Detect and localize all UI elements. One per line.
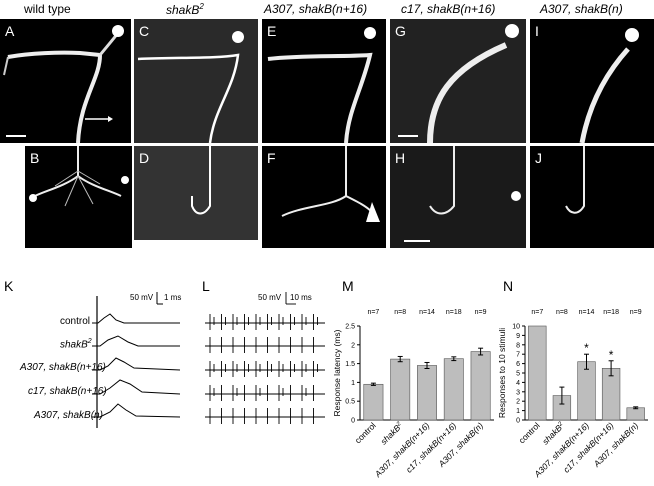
- chart-responses: 0 1 2 3 4 5 6 7 8 9 10 Responses to 10 stimuli n=7 co…: [495, 290, 654, 486]
- y-tick-label: 2.5: [345, 324, 355, 331]
- y-tick-label: 0: [516, 418, 520, 425]
- y-tick-label: 1: [351, 380, 355, 387]
- bar: [578, 362, 596, 420]
- bar: [391, 359, 410, 420]
- n-label: n=18: [446, 309, 462, 316]
- n-label: n=7: [367, 309, 379, 316]
- traces-k: [92, 292, 180, 428]
- bar: [627, 408, 645, 420]
- n-label: n=7: [531, 309, 543, 316]
- y-axis-label: Responses to 10 stimuli: [497, 328, 507, 418]
- category-label-superscript: 2: [557, 421, 565, 429]
- category-label: control: [517, 420, 542, 445]
- y-tick-label: 6: [516, 361, 520, 368]
- n-label: n=14: [419, 309, 435, 316]
- traces-l: [205, 292, 325, 417]
- n-label: n=8: [394, 309, 406, 316]
- y-tick-label: 1: [516, 408, 520, 415]
- bar: [444, 359, 463, 420]
- n-label: n=14: [579, 309, 595, 316]
- y-tick-label: 3: [516, 389, 520, 396]
- significance-marker: *: [584, 341, 589, 355]
- y-axis-label: Response latency (ms): [332, 329, 342, 416]
- bar: [471, 352, 490, 420]
- bar: [364, 384, 383, 420]
- y-tick-label: 8: [516, 342, 520, 349]
- bar: [528, 326, 546, 420]
- y-tick-label: 4: [516, 380, 520, 387]
- category-label: control: [353, 420, 378, 445]
- y-tick-label: 5: [516, 371, 520, 378]
- n-label: n=8: [556, 309, 568, 316]
- n-label: n=18: [603, 309, 619, 316]
- spikes-l: [210, 314, 318, 424]
- y-tick-label: 10: [512, 324, 520, 331]
- category-label: A307, shakB(n): [591, 420, 640, 469]
- bar: [417, 365, 436, 420]
- y-tick-label: 9: [516, 333, 520, 340]
- y-tick-label: 0: [351, 418, 355, 425]
- significance-marker: *: [609, 348, 614, 362]
- y-tick-label: 7: [516, 352, 520, 359]
- n-label: n=9: [475, 309, 487, 316]
- y-tick-label: 0.5: [345, 399, 355, 406]
- y-tick-label: 2: [516, 399, 520, 406]
- category-label-superscript: 2: [395, 421, 403, 429]
- y-tick-label: 2: [351, 342, 355, 349]
- y-tick-label: 1.5: [345, 361, 355, 368]
- n-label: n=9: [630, 309, 642, 316]
